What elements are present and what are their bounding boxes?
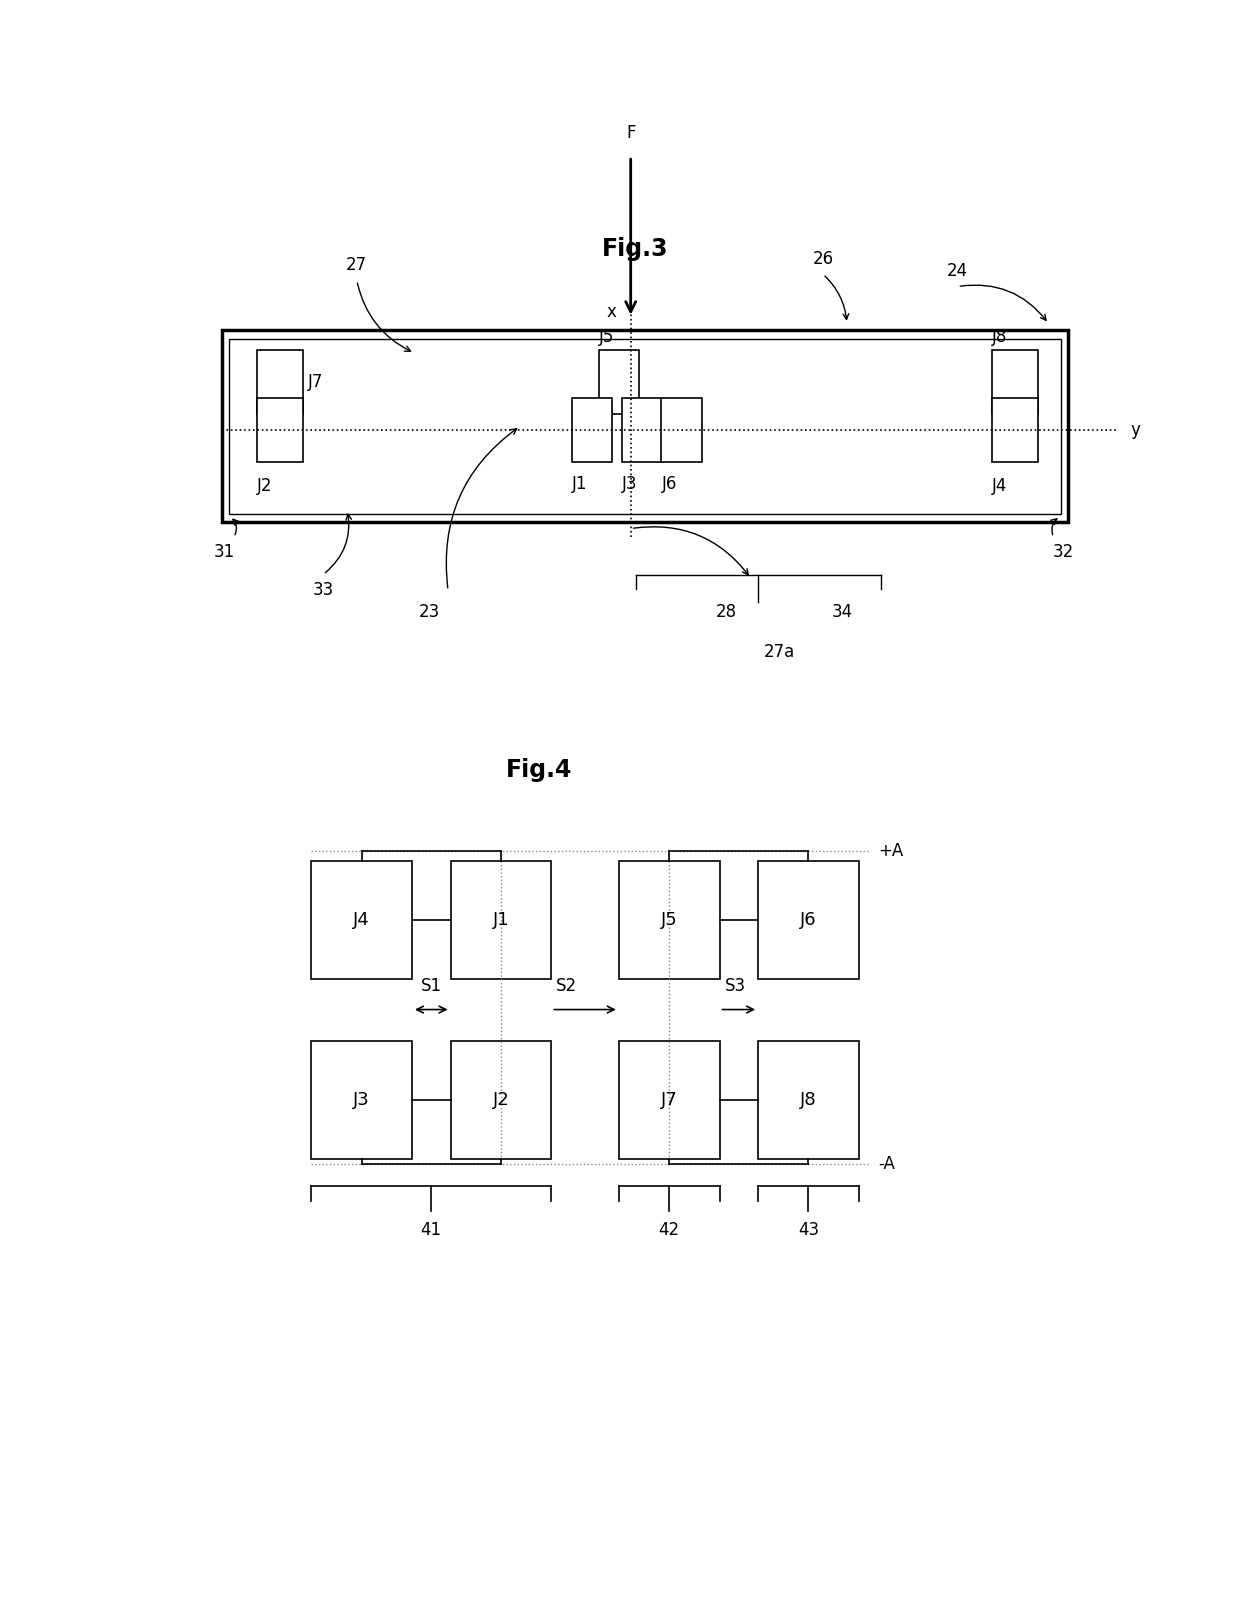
Text: J2: J2 bbox=[492, 1091, 510, 1109]
Bar bbox=[992, 350, 1038, 414]
Text: Fig.3: Fig.3 bbox=[603, 237, 668, 261]
Bar bbox=[758, 861, 859, 978]
Bar bbox=[450, 861, 552, 978]
Text: S1: S1 bbox=[420, 977, 441, 995]
Bar bbox=[619, 1041, 719, 1159]
Text: 26: 26 bbox=[812, 250, 833, 268]
Text: 34: 34 bbox=[832, 603, 853, 621]
Bar bbox=[599, 350, 640, 414]
Text: J3: J3 bbox=[353, 1091, 370, 1109]
Text: J7: J7 bbox=[661, 1091, 677, 1109]
Text: J8: J8 bbox=[800, 1091, 817, 1109]
Bar bbox=[661, 398, 702, 463]
Bar bbox=[992, 398, 1038, 463]
Text: J4: J4 bbox=[353, 911, 370, 929]
Text: y: y bbox=[1131, 421, 1141, 438]
Bar bbox=[311, 861, 412, 978]
Bar bbox=[611, 114, 650, 150]
Bar bbox=[257, 398, 303, 463]
Bar bbox=[619, 861, 719, 978]
Text: x: x bbox=[606, 303, 616, 321]
Text: J5: J5 bbox=[599, 327, 614, 347]
Text: 32: 32 bbox=[1053, 543, 1074, 561]
Text: 28: 28 bbox=[717, 603, 738, 621]
Bar bbox=[572, 398, 613, 463]
Text: F: F bbox=[626, 124, 635, 142]
Text: 31: 31 bbox=[213, 543, 234, 561]
Text: J8: J8 bbox=[992, 327, 1007, 347]
Text: J5: J5 bbox=[661, 911, 677, 929]
Bar bbox=[229, 339, 1061, 514]
Text: -A: -A bbox=[878, 1156, 895, 1174]
Bar bbox=[758, 1041, 859, 1159]
Text: J6: J6 bbox=[800, 911, 817, 929]
Text: +A: +A bbox=[878, 843, 904, 861]
Text: 43: 43 bbox=[797, 1222, 820, 1240]
Text: S3: S3 bbox=[724, 977, 745, 995]
Text: J1: J1 bbox=[492, 911, 510, 929]
Bar bbox=[257, 350, 303, 414]
Bar bbox=[222, 330, 1068, 522]
Text: 27: 27 bbox=[346, 256, 367, 274]
Text: Fig.4: Fig.4 bbox=[506, 758, 573, 782]
Bar bbox=[450, 1041, 552, 1159]
Text: 33: 33 bbox=[312, 580, 334, 598]
Bar bbox=[622, 398, 662, 463]
Text: J6: J6 bbox=[661, 474, 677, 493]
Bar bbox=[311, 1041, 412, 1159]
Text: 42: 42 bbox=[658, 1222, 680, 1240]
Text: 23: 23 bbox=[418, 603, 439, 621]
Text: J7: J7 bbox=[308, 372, 324, 392]
Text: J1: J1 bbox=[572, 474, 588, 493]
Text: 41: 41 bbox=[420, 1222, 441, 1240]
Text: J3: J3 bbox=[622, 474, 637, 493]
Text: J2: J2 bbox=[257, 477, 273, 495]
Text: J4: J4 bbox=[992, 477, 1007, 495]
Text: 27a: 27a bbox=[764, 643, 795, 661]
Text: 24: 24 bbox=[947, 263, 968, 280]
Text: S2: S2 bbox=[557, 977, 578, 995]
